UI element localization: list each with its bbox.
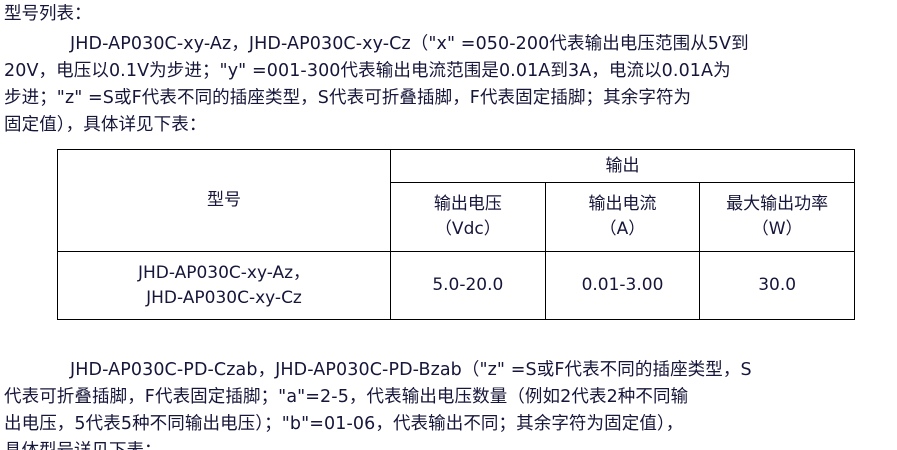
paragraph-line-clipped: 具体型号详见下表： — [4, 438, 892, 450]
header-cell-output-voltage-unit: （Vdc） — [434, 219, 501, 239]
paragraph-line-text: JHD-AP030C-xy-Az，JHD-AP030C-xy-Cz（"x" =0… — [70, 34, 749, 54]
header-cell-output-voltage: 输出电压 （Vdc） — [390, 182, 546, 252]
header-cell-output-voltage-name: 输出电压 — [433, 194, 502, 214]
paragraph-line: 步进；"z" =S或F代表不同的插座类型，S代表可折叠插脚，F代表固定插脚；其余… — [4, 88, 692, 108]
header-cell-output-current-unit: （A） — [599, 219, 646, 239]
header-cell-output-group: 输出 — [390, 149, 855, 183]
cell-max-output-power: 30.0 — [699, 251, 855, 320]
cell-model-line-1: JHD-AP030C-xy-Az， — [137, 262, 311, 283]
table-row: JHD-AP030C-xy-Az， JHD-AP030C-xy-Cz 5.0-2… — [57, 251, 855, 320]
table-header-row-sub: 输出电压 （Vdc） 输出电流 （A） 最大输出功率 （W） — [58, 182, 855, 252]
paragraph-line: 代表可折叠插脚，F代表固定插脚；"a"=2-5，代表输出电压数量（例如2代表2种… — [4, 387, 689, 407]
paragraph-pd-model-description: JHD-AP030C-PD-Czab，JHD-AP030C-PD-Bzab（"z… — [4, 357, 892, 438]
paragraph-model-list-description: JHD-AP030C-xy-Az，JHD-AP030C-xy-Cz（"x" =0… — [4, 31, 892, 139]
cell-output-current: 0.01-3.00 — [544, 251, 701, 320]
cell-model-line-2: JHD-AP030C-xy-Cz — [146, 287, 302, 308]
header-cell-output-current: 输出电流 （A） — [544, 182, 701, 252]
cell-output-voltage: 5.0-20.0 — [390, 251, 546, 320]
header-cell-max-output-power-unit: （W） — [751, 219, 803, 239]
page-heading: 型号列表： — [4, 4, 92, 24]
paragraph-line: JHD-AP030C-xy-Az，JHD-AP030C-xy-Cz（"x" =0… — [4, 31, 892, 58]
header-cell-max-output-power-name: 最大输出功率 — [726, 194, 829, 214]
paragraph-line: 出电压，5代表5种不同输出电压）；"b"=01-06，代表输出不同；其余字符为固… — [4, 414, 684, 434]
header-cell-output-current-name: 输出电流 — [588, 194, 657, 214]
table-header-row-group: 型号 输出 — [57, 149, 855, 252]
paragraph-line: 20V，电压以0.1V为步进；"y" =001-300代表输出电流范围是0.01… — [4, 61, 731, 81]
paragraph-line: 固定值），具体详见下表： — [4, 115, 207, 135]
cell-model: JHD-AP030C-xy-Az， JHD-AP030C-xy-Cz — [57, 251, 391, 320]
paragraph-line-text: JHD-AP030C-PD-Czab，JHD-AP030C-PD-Bzab（"z… — [70, 360, 752, 380]
header-cell-model: 型号 — [57, 149, 391, 252]
spec-table: 型号 输出 输出电压 （Vdc） 输出电流 （A） 最大输出功率 （W） — [57, 149, 855, 320]
paragraph-line: JHD-AP030C-PD-Czab，JHD-AP030C-PD-Bzab（"z… — [4, 357, 892, 384]
header-cell-max-output-power: 最大输出功率 （W） — [699, 182, 855, 252]
spec-table-container: 型号 输出 输出电压 （Vdc） 输出电流 （A） 最大输出功率 （W） — [57, 149, 855, 320]
